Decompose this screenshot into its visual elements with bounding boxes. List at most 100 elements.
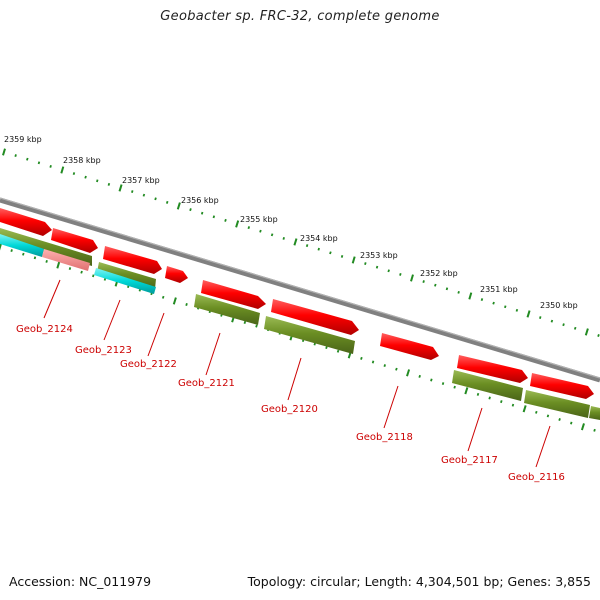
outer-minor-tick — [49, 164, 52, 168]
connector-line — [535, 425, 551, 468]
forward-gene[interactable] — [103, 246, 162, 274]
forward-gene[interactable] — [530, 373, 594, 399]
outer-minor-tick — [573, 326, 577, 330]
gene-label-geob-2121[interactable]: Geob_2121 — [178, 378, 235, 389]
scale-label-2356: 2356 kbp — [181, 196, 219, 205]
pseudo-gene[interactable] — [42, 249, 90, 271]
inner-minor-tick — [22, 252, 25, 256]
inner-major-tick — [522, 405, 527, 413]
connector-line — [147, 312, 165, 357]
outer-minor-tick — [224, 218, 227, 222]
reverse-gene[interactable] — [264, 316, 355, 354]
inner-minor-tick — [10, 249, 13, 253]
scale-label-2350: 2350 kbp — [540, 301, 578, 310]
outer-minor-tick — [154, 197, 157, 201]
scale-label-2359: 2359 kbp — [4, 135, 42, 144]
outer-minor-tick — [434, 283, 437, 287]
rna-gene[interactable] — [94, 268, 156, 294]
inner-major-tick — [0, 243, 2, 251]
outer-major-tick — [118, 184, 123, 192]
reverse-gene[interactable] — [194, 294, 260, 325]
scale-label-2355: 2355 kbp — [240, 215, 278, 224]
map-title: Geobacter sp. FRC-32, complete genome — [160, 9, 440, 24]
reverse-gene[interactable] — [97, 262, 156, 289]
reverse-gene[interactable] — [452, 370, 523, 401]
inner-minor-tick — [430, 378, 433, 382]
rna-gene[interactable] — [0, 234, 44, 257]
gene-label-geob-2123[interactable]: Geob_2123 — [75, 345, 132, 356]
inner-major-tick — [406, 369, 411, 377]
outer-minor-tick — [422, 280, 425, 284]
forward-gene[interactable] — [380, 333, 439, 360]
reverse-gene[interactable] — [589, 406, 600, 420]
inner-minor-tick — [500, 400, 503, 404]
gene-label-geob-2118[interactable]: Geob_2118 — [356, 432, 413, 443]
inner-minor-tick — [453, 385, 456, 389]
forward-gene[interactable] — [165, 266, 188, 283]
inner-minor-tick — [441, 382, 445, 386]
outer-major-tick — [235, 220, 240, 228]
scale-label-2358: 2358 kbp — [63, 156, 101, 165]
outer-minor-tick — [270, 233, 274, 237]
inner-minor-tick — [161, 295, 165, 299]
outer-minor-tick — [200, 211, 204, 215]
outer-minor-tick — [107, 182, 111, 186]
inner-minor-tick — [511, 403, 515, 407]
accession-text: Accession: NC_011979 — [9, 574, 152, 589]
forward-gene[interactable] — [457, 355, 528, 383]
inner-minor-tick — [383, 364, 386, 368]
outer-minor-tick — [165, 200, 169, 204]
connector-line — [287, 357, 302, 401]
outer-minor-tick — [14, 154, 17, 158]
gene-label-geob-2124[interactable]: Geob_2124 — [16, 324, 73, 335]
connector-line — [103, 299, 121, 341]
inner-minor-tick — [546, 414, 550, 418]
forward-gene[interactable] — [0, 208, 52, 236]
genome-summary-text: Topology: circular; Length: 4,304,501 bp… — [247, 574, 591, 589]
outer-minor-tick — [305, 244, 309, 248]
outer-major-tick — [2, 148, 6, 156]
outer-scale-ticks — [2, 148, 600, 337]
other-features — [0, 234, 156, 294]
forward-gene[interactable] — [201, 280, 266, 309]
gene-label-geob-2116[interactable]: Geob_2116 — [508, 472, 565, 483]
gene-label-geob-2117[interactable]: Geob_2117 — [441, 455, 498, 466]
outer-minor-tick — [142, 193, 146, 197]
outer-minor-tick — [399, 272, 402, 276]
inner-major-tick — [56, 261, 61, 269]
inner-minor-tick — [360, 356, 363, 360]
outer-minor-tick — [212, 215, 216, 219]
outer-minor-tick — [562, 323, 565, 327]
outer-minor-tick — [445, 287, 449, 291]
inner-minor-tick — [570, 421, 573, 425]
inner-minor-tick — [395, 367, 398, 371]
inner-major-tick — [580, 423, 585, 431]
scale-label-2351: 2351 kbp — [480, 285, 518, 294]
outer-major-tick — [468, 292, 473, 300]
inner-minor-tick — [243, 321, 247, 324]
forward-gene[interactable] — [271, 299, 359, 335]
reverse-gene[interactable] — [524, 390, 590, 418]
reverse-strand-genes — [0, 228, 600, 420]
inner-minor-tick — [185, 303, 188, 306]
inner-minor-tick — [488, 396, 491, 400]
inner-minor-tick — [371, 360, 375, 364]
gene-label-geob-2122[interactable]: Geob_2122 — [120, 359, 177, 370]
scale-labels: 2359 kbp 2358 kbp 2357 kbp 2356 kbp 2355… — [4, 135, 578, 310]
reverse-gene[interactable] — [0, 228, 92, 266]
outer-minor-tick — [72, 172, 76, 176]
connector-line — [383, 385, 399, 429]
label-connectors — [43, 279, 551, 468]
genome-backbone — [0, 197, 600, 383]
gene-label-geob-2120[interactable]: Geob_2120 — [261, 404, 318, 415]
outer-minor-tick — [317, 247, 320, 251]
outer-minor-tick — [457, 290, 460, 294]
outer-minor-tick — [480, 298, 484, 301]
inner-minor-tick — [80, 270, 83, 274]
forward-gene[interactable] — [51, 228, 98, 253]
scale-label-2354: 2354 kbp — [300, 234, 338, 243]
inner-minor-tick — [476, 392, 480, 396]
inner-minor-tick — [593, 428, 596, 432]
scale-label-2352: 2352 kbp — [420, 269, 458, 278]
